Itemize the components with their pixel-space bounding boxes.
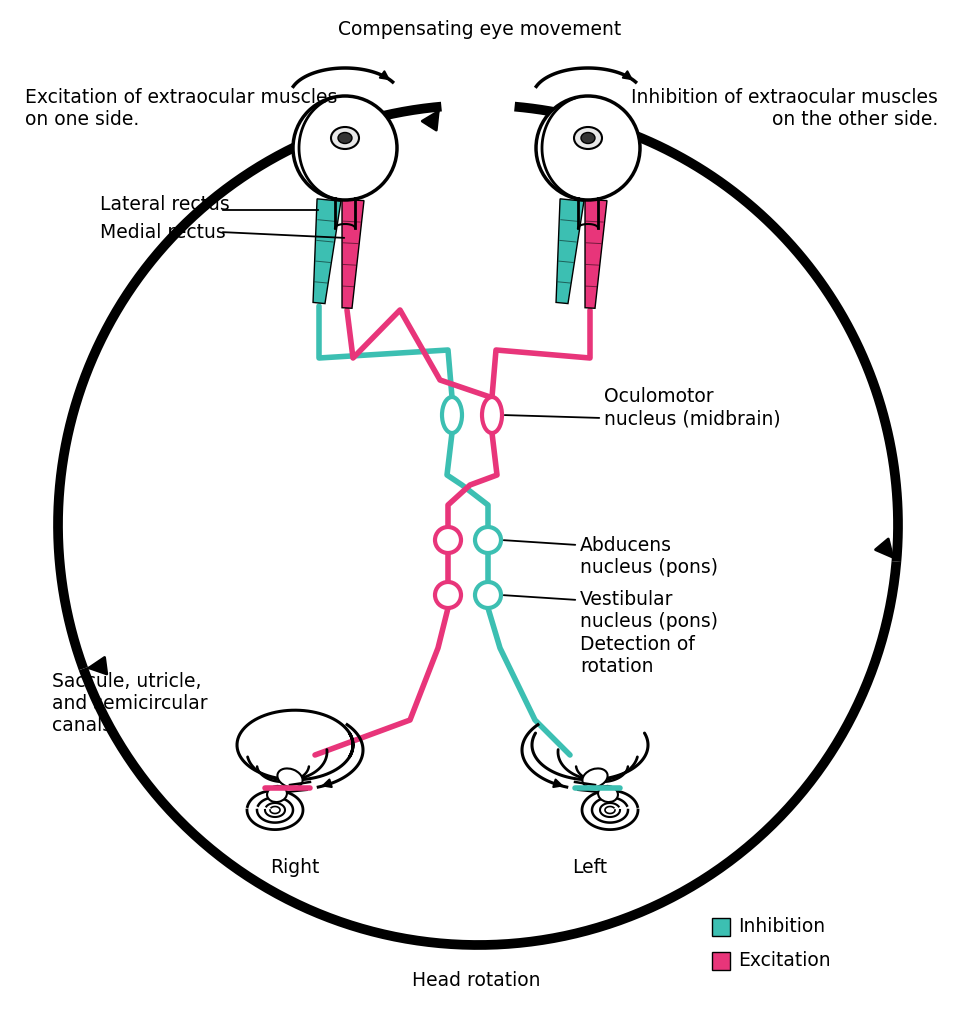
Bar — [712, 952, 730, 970]
Circle shape — [475, 582, 501, 608]
Ellipse shape — [581, 133, 595, 143]
Text: Left: Left — [572, 858, 608, 877]
Ellipse shape — [267, 786, 287, 802]
Text: Detection of
rotation: Detection of rotation — [580, 635, 695, 676]
Ellipse shape — [331, 127, 359, 149]
Polygon shape — [342, 200, 364, 309]
Polygon shape — [556, 199, 584, 304]
Text: Oculomotor
nucleus (midbrain): Oculomotor nucleus (midbrain) — [604, 388, 780, 428]
Text: Excitation of extraocular muscles
on one side.: Excitation of extraocular muscles on one… — [25, 88, 337, 129]
Text: Inhibition: Inhibition — [738, 918, 826, 936]
Text: Medial rectus: Medial rectus — [100, 222, 226, 242]
Ellipse shape — [482, 397, 502, 433]
Circle shape — [435, 582, 461, 608]
Circle shape — [435, 527, 461, 553]
Text: Excitation: Excitation — [738, 952, 830, 970]
Text: Compensating eye movement: Compensating eye movement — [338, 20, 622, 39]
Ellipse shape — [598, 786, 618, 802]
Polygon shape — [585, 200, 607, 309]
Polygon shape — [313, 199, 341, 304]
Text: Head rotation: Head rotation — [412, 970, 540, 990]
Text: Saccule, utricle,
and semicircular
canals: Saccule, utricle, and semicircular canal… — [52, 672, 207, 735]
Text: Abducens
nucleus (pons): Abducens nucleus (pons) — [580, 536, 718, 577]
Text: Vestibular
nucleus (pons): Vestibular nucleus (pons) — [580, 590, 718, 631]
Ellipse shape — [277, 769, 302, 787]
Ellipse shape — [574, 127, 602, 149]
Text: Right: Right — [271, 858, 320, 877]
Text: Lateral rectus: Lateral rectus — [100, 196, 229, 214]
Ellipse shape — [338, 133, 352, 143]
Circle shape — [536, 96, 640, 200]
Bar — [712, 918, 730, 936]
Ellipse shape — [442, 397, 462, 433]
Circle shape — [293, 96, 397, 200]
Text: Inhibition of extraocular muscles
on the other side.: Inhibition of extraocular muscles on the… — [631, 88, 938, 129]
Circle shape — [475, 527, 501, 553]
Ellipse shape — [583, 769, 608, 787]
